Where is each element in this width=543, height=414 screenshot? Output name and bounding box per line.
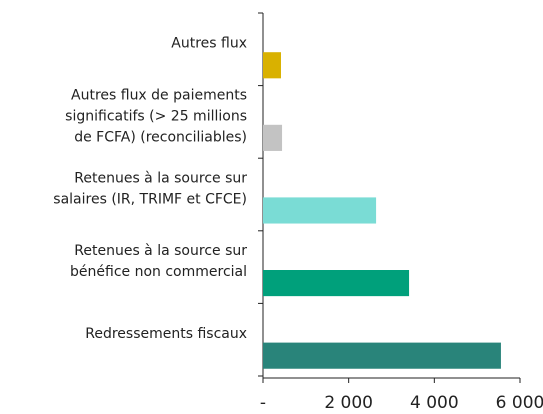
x-tick-label: 2 000 xyxy=(324,393,373,413)
bar xyxy=(263,52,281,79)
y-tick-label: Autres flux xyxy=(171,36,247,52)
x-tick-label: 6 000 xyxy=(496,393,543,413)
x-tick-label: - xyxy=(260,393,266,413)
y-tick-label: Autres flux de paiements significatifs (>… xyxy=(65,87,247,145)
bar xyxy=(263,270,410,297)
y-tick-label: Retenues à la source sur salaires (IR, TR… xyxy=(53,170,247,207)
bar xyxy=(263,124,283,151)
bar xyxy=(263,197,377,224)
y-tick-label: Retenues à la source sur bénéfice non com… xyxy=(70,243,247,280)
y-tick-label: Redressements fiscaux xyxy=(85,326,247,342)
x-tick-label: 4 000 xyxy=(410,393,459,413)
bar xyxy=(263,342,501,369)
